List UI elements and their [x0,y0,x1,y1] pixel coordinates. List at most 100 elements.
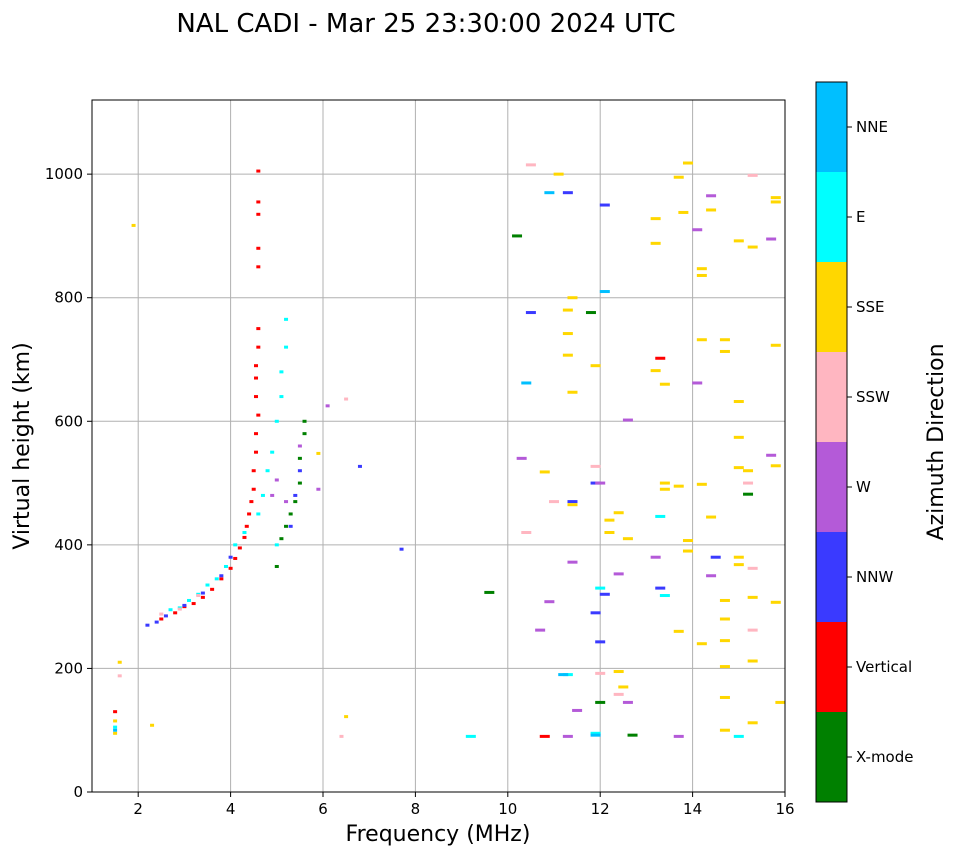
echo-point-e [205,583,210,587]
y-tick-label: 0 [73,783,83,801]
echo-point-w [673,734,684,738]
echo-point-w [572,708,583,712]
echo-point-sse [673,484,684,488]
echo-point-e [113,725,118,729]
echo-point-nnw [228,555,233,559]
echo-point-ssw [521,531,532,534]
echo-point-vertical [254,450,259,454]
echo-point-vertical [256,200,261,204]
echo-point-sse [567,296,578,300]
echo-point-nne [544,191,555,195]
echo-point-vertical [242,535,247,539]
colorbar-swatch [816,172,847,262]
echo-point-vertical [256,345,261,349]
echo-point-sse [113,719,118,723]
echo-point-sse [696,482,707,486]
echo-point-w [562,734,573,738]
colorbar-swatch [816,442,847,532]
echo-point-x-mode [302,432,307,436]
echo-point-sse [113,731,118,735]
echo-point-sse [719,695,730,699]
colorbar-label: NNW [856,568,893,586]
echo-point-w [595,481,606,485]
echo-point-sse [344,715,349,719]
echo-point-sse [659,382,670,386]
echo-point-sse [747,659,758,663]
echo-point-sse [650,217,661,221]
colorbar-label: E [856,208,865,226]
echo-point-ssw [159,612,164,616]
echo-point-x-mode [595,700,606,704]
echo-point-sse [650,241,661,245]
echo-point-ssw [196,594,201,598]
echo-point-sse [719,639,730,643]
y-tick-label: 1000 [45,165,83,183]
echo-point-sse [562,353,573,357]
echo-point-sse [733,555,744,559]
echo-point-w [692,228,703,232]
echo-point-e [233,543,238,547]
echo-point-x-mode [627,733,638,737]
echo-point-sse [562,332,573,336]
echo-point-e [590,731,601,735]
echo-point-ssw [747,628,758,632]
echo-point-nnw [182,603,187,607]
echo-point-nnw [710,555,721,559]
echo-point-vertical [219,577,224,581]
echo-point-x-mode [512,234,523,238]
echo-point-e [274,543,279,547]
x-axis-label: Frequency (MHz) [346,822,531,847]
echo-point-e [659,594,670,598]
echo-point-nnw [599,203,610,207]
echo-point-sse [770,600,781,604]
echo-point-sse [706,515,717,519]
echo-point-nnw [525,311,536,315]
echo-point-ssw [747,566,758,570]
echo-point-vertical [210,587,215,591]
echo-point-vertical [256,169,261,173]
echo-point-sse [770,464,781,468]
y-tick-label: 400 [54,536,83,554]
x-tick-label: 2 [133,800,143,818]
x-axis-ticks: 2 4 6 8 10 12 14 16 [133,792,795,818]
echo-point-e [265,469,270,473]
echo-point-nnw [219,574,224,578]
echo-point-w [766,453,777,457]
echo-point-vertical [254,376,259,380]
echo-point-vertical [113,710,118,714]
echo-point-vertical [256,246,261,250]
echo-point-nnw [590,611,601,615]
echo-point-sse [733,239,744,243]
echo-point-w [325,404,330,408]
echo-point-vertical [256,212,261,216]
echo-point-x-mode [484,590,495,594]
echo-point-nnw [655,586,666,590]
echo-point-vertical [228,566,233,570]
echo-point-x-mode [297,456,302,460]
x-tick-label: 14 [683,800,702,818]
echo-point-e [260,493,265,497]
echo-point-ssw [177,607,182,611]
echo-point-x-mode [288,512,293,516]
echo-point-e [214,577,219,581]
echo-point-ssw [747,173,758,177]
echo-point-sse [613,511,624,515]
echo-point-sse [770,200,781,204]
plot-frame [91,99,786,793]
echo-point-vertical [159,617,164,621]
echo-point-w [567,560,578,564]
echo-point-sse [770,196,781,200]
echo-point-ssw [590,464,601,468]
echo-point-vertical [251,487,256,491]
y-axis-ticks: 0 200 400 600 800 1000 [45,165,92,801]
echo-point-sse [719,665,730,669]
echo-point-x-mode [743,492,754,496]
echo-point-vertical [191,602,196,606]
x-tick-label: 16 [775,800,794,818]
colorbar: X-mode Vertical NNW W SSW SSE E NNE [816,82,913,802]
echo-point-vertical [256,327,261,331]
echo-point-sse [678,210,689,214]
echo-point-vertical [254,432,259,436]
echo-point-vertical [244,524,249,528]
echo-point-vertical [256,265,261,269]
